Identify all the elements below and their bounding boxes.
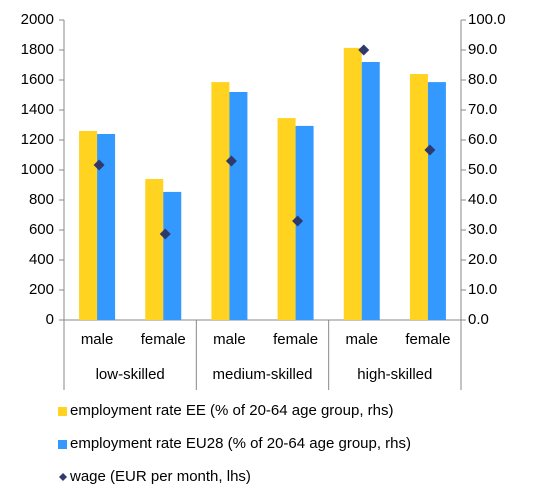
bar — [361, 62, 380, 320]
bar — [409, 74, 428, 320]
y2-tick-label: 30.0 — [468, 221, 497, 238]
bar — [343, 47, 362, 321]
diamond-marker — [225, 155, 237, 167]
bar — [163, 191, 182, 320]
legend-marker — [58, 440, 67, 449]
bar — [97, 134, 116, 320]
y-tick-label: 600 — [29, 221, 54, 238]
x-tick-label: male — [81, 331, 114, 348]
bar — [427, 82, 446, 320]
bar — [79, 131, 98, 320]
y-tick-label: 1800 — [21, 41, 54, 58]
legend-marker — [59, 473, 67, 481]
y-tick-label: 200 — [29, 281, 54, 298]
bar — [295, 125, 314, 321]
group-label: medium-skilled — [212, 366, 312, 383]
diamond-marker — [358, 44, 370, 56]
bar — [229, 92, 248, 320]
legend-marker — [58, 407, 67, 416]
legend-label: employment rate EE (% of 20-64 age group… — [70, 402, 394, 419]
diamond-marker — [93, 159, 105, 171]
diamond-marker — [159, 228, 171, 240]
x-tick-label: female — [273, 331, 318, 348]
y2-tick-label: 70.0 — [468, 101, 497, 118]
legend-label: wage (EUR per month, lhs) — [69, 468, 251, 485]
bar — [211, 82, 230, 320]
y2-tick-label: 20.0 — [468, 251, 497, 268]
x-tick-label: female — [141, 331, 186, 348]
diamond-marker — [292, 215, 304, 227]
y2-tick-label: 80.0 — [468, 71, 497, 88]
y2-tick-label: 90.0 — [468, 41, 497, 58]
y-tick-label: 400 — [29, 251, 54, 268]
y2-tick-label: 50.0 — [468, 161, 497, 178]
y-tick-label: 1000 — [21, 161, 54, 178]
y2-tick-label: 60.0 — [468, 131, 497, 148]
group-label: high-skilled — [357, 366, 432, 383]
y-tick-label: 1200 — [21, 131, 54, 148]
group-label: low-skilled — [96, 366, 165, 383]
y2-tick-label: 0.0 — [468, 311, 489, 328]
diamond-marker — [424, 144, 436, 156]
x-tick-label: female — [405, 331, 450, 348]
y-tick-label: 800 — [29, 191, 54, 208]
y-tick-label: 2000 — [21, 11, 54, 28]
y-tick-label: 1600 — [21, 71, 54, 88]
x-tick-label: male — [213, 331, 246, 348]
y2-tick-label: 100.0 — [468, 11, 506, 28]
x-tick-label: male — [345, 331, 378, 348]
bar — [145, 179, 164, 320]
y-tick-label: 1400 — [21, 101, 54, 118]
legend-label: employment rate EU28 (% of 20-64 age gro… — [70, 435, 411, 452]
y2-tick-label: 40.0 — [468, 191, 497, 208]
y2-tick-label: 10.0 — [468, 281, 497, 298]
y-tick-label: 0 — [46, 311, 54, 328]
bar — [277, 118, 296, 320]
